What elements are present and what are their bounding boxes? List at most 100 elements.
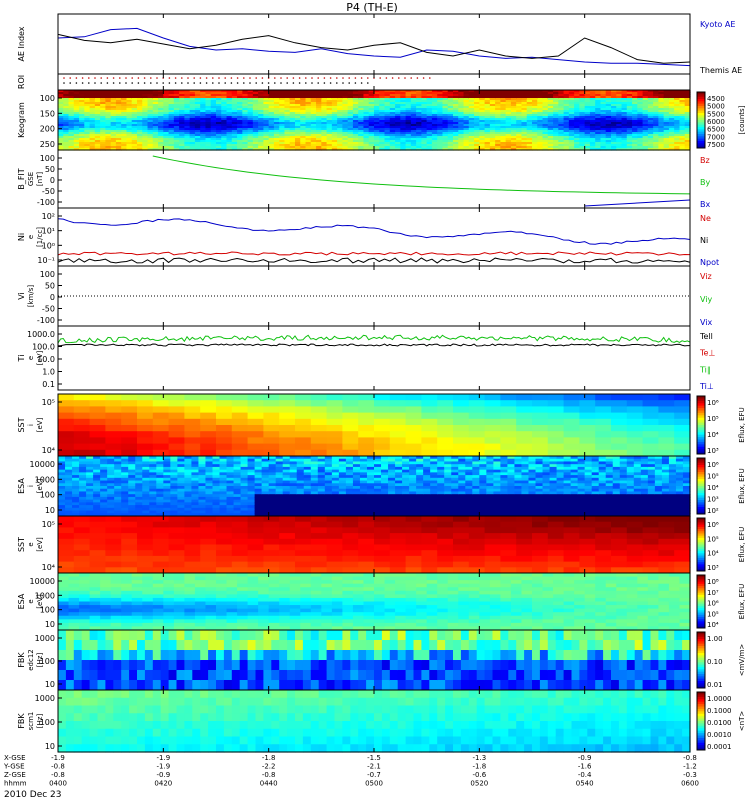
- keogram-cell: [458, 118, 465, 121]
- sst_i-cell: [358, 431, 375, 438]
- keogram-cell: [384, 122, 391, 125]
- keogram-cell: [121, 98, 128, 101]
- keogram-cell: [273, 90, 280, 93]
- keogram-cell: [184, 108, 191, 111]
- keogram-cell: [637, 92, 644, 95]
- keogram-cell: [579, 144, 586, 147]
- keogram-cell: [79, 140, 85, 143]
- keogram-cell: [105, 120, 112, 123]
- keogram-cell: [389, 134, 396, 137]
- keogram-cell: [421, 146, 428, 149]
- esa_i-cell: [100, 488, 108, 493]
- esa_i-cell: [72, 488, 80, 493]
- esa_i-cell: [65, 466, 73, 471]
- keogram-cell: [410, 94, 417, 97]
- keogram-cell: [110, 122, 117, 125]
- keogram-cell: [463, 98, 470, 101]
- keogram-cell: [474, 112, 480, 115]
- keogram-cell: [400, 146, 407, 149]
- keogram-cell: [94, 106, 101, 109]
- keogram-cell: [105, 112, 112, 115]
- keogram-cell: [79, 146, 85, 149]
- keogram-cell: [173, 136, 180, 139]
- keogram-cell: [289, 114, 296, 117]
- keogram-cell: [563, 114, 570, 117]
- keogram-cell: [647, 126, 654, 129]
- keogram-cell: [526, 130, 533, 133]
- keogram-colorbar-step: [697, 101, 705, 105]
- esa_i-cell: [114, 502, 122, 506]
- keogram-cell: [600, 108, 607, 111]
- esa_i-cell: [114, 480, 122, 484]
- sst_i-cell: [579, 400, 596, 407]
- sst_i-cell: [389, 443, 407, 451]
- keogram-cell: [437, 108, 444, 111]
- keogram-cell: [295, 136, 301, 139]
- keogram-cell: [168, 108, 175, 111]
- keogram-cell: [568, 140, 575, 143]
- roi-point: [205, 77, 208, 79]
- keogram-cell: [105, 138, 112, 141]
- keogram-cell: [89, 112, 96, 115]
- keogram-cell: [94, 110, 101, 113]
- esa_i-cell: [219, 486, 228, 490]
- keogram-cell: [395, 118, 401, 121]
- keogram-cell: [363, 100, 370, 103]
- keogram-cell: [126, 132, 133, 135]
- keogram-cell: [653, 124, 659, 127]
- keogram-cell: [316, 136, 322, 139]
- keogram-cell: [405, 144, 412, 147]
- keogram-cell: [374, 132, 380, 135]
- esa_i-cell: [149, 491, 157, 495]
- keogram-cell: [437, 120, 444, 123]
- sst_i-cell: [595, 412, 612, 420]
- keogram-cell: [611, 144, 617, 147]
- keogram-cell: [410, 118, 417, 121]
- sst_i-cell: [626, 431, 644, 438]
- keogram-cell: [252, 112, 259, 115]
- keogram-cell: [579, 106, 586, 109]
- keogram-cell: [252, 92, 259, 95]
- keogram-cell: [537, 96, 544, 99]
- keogram-cell: [184, 94, 191, 97]
- bfield-legend-entry: By: [700, 178, 710, 187]
- ae-ylabel: AE Index: [17, 26, 26, 61]
- keogram-cell: [637, 142, 644, 145]
- keogram-cell: [194, 136, 201, 139]
- temp-legend-entry: Ti∥: [699, 365, 711, 374]
- esa_i-cell: [135, 466, 143, 471]
- esa_i-cell: [65, 513, 73, 517]
- esa_i-cell: [226, 466, 235, 471]
- keogram-cell: [137, 128, 143, 131]
- keogram-cell: [194, 124, 201, 127]
- keogram-cell: [574, 130, 580, 133]
- keogram-cell: [137, 148, 143, 151]
- sst_i-cell: [405, 449, 422, 457]
- keogram-cell: [305, 98, 312, 101]
- keogram-cell: [289, 106, 296, 109]
- keogram-cell: [626, 92, 633, 95]
- keogram-cell: [674, 128, 681, 131]
- keogram-cell: [453, 118, 459, 121]
- keogram-cell: [84, 114, 91, 117]
- keogram-cell: [337, 128, 343, 131]
- keogram-cell: [121, 90, 128, 93]
- keogram-cell: [442, 138, 449, 141]
- sst_i-cell: [674, 406, 691, 414]
- keogram-cell: [532, 96, 538, 99]
- keogram-cell: [79, 134, 85, 137]
- keogram-cell: [237, 98, 243, 101]
- sst_i-cell: [326, 394, 343, 401]
- esa_i-cell: [177, 513, 185, 517]
- keogram-cell: [258, 90, 264, 93]
- esa_i-cell: [233, 502, 242, 506]
- keogram-cell: [616, 108, 623, 111]
- keogram-cell: [247, 94, 254, 97]
- esa_i-cell: [135, 472, 143, 476]
- keogram-cell: [647, 98, 654, 101]
- esa_i-cell: [156, 456, 164, 460]
- sst_i-cell: [421, 418, 438, 426]
- keogram-cell: [605, 110, 612, 113]
- keogram-cell: [384, 140, 391, 143]
- keogram-cell: [479, 144, 486, 147]
